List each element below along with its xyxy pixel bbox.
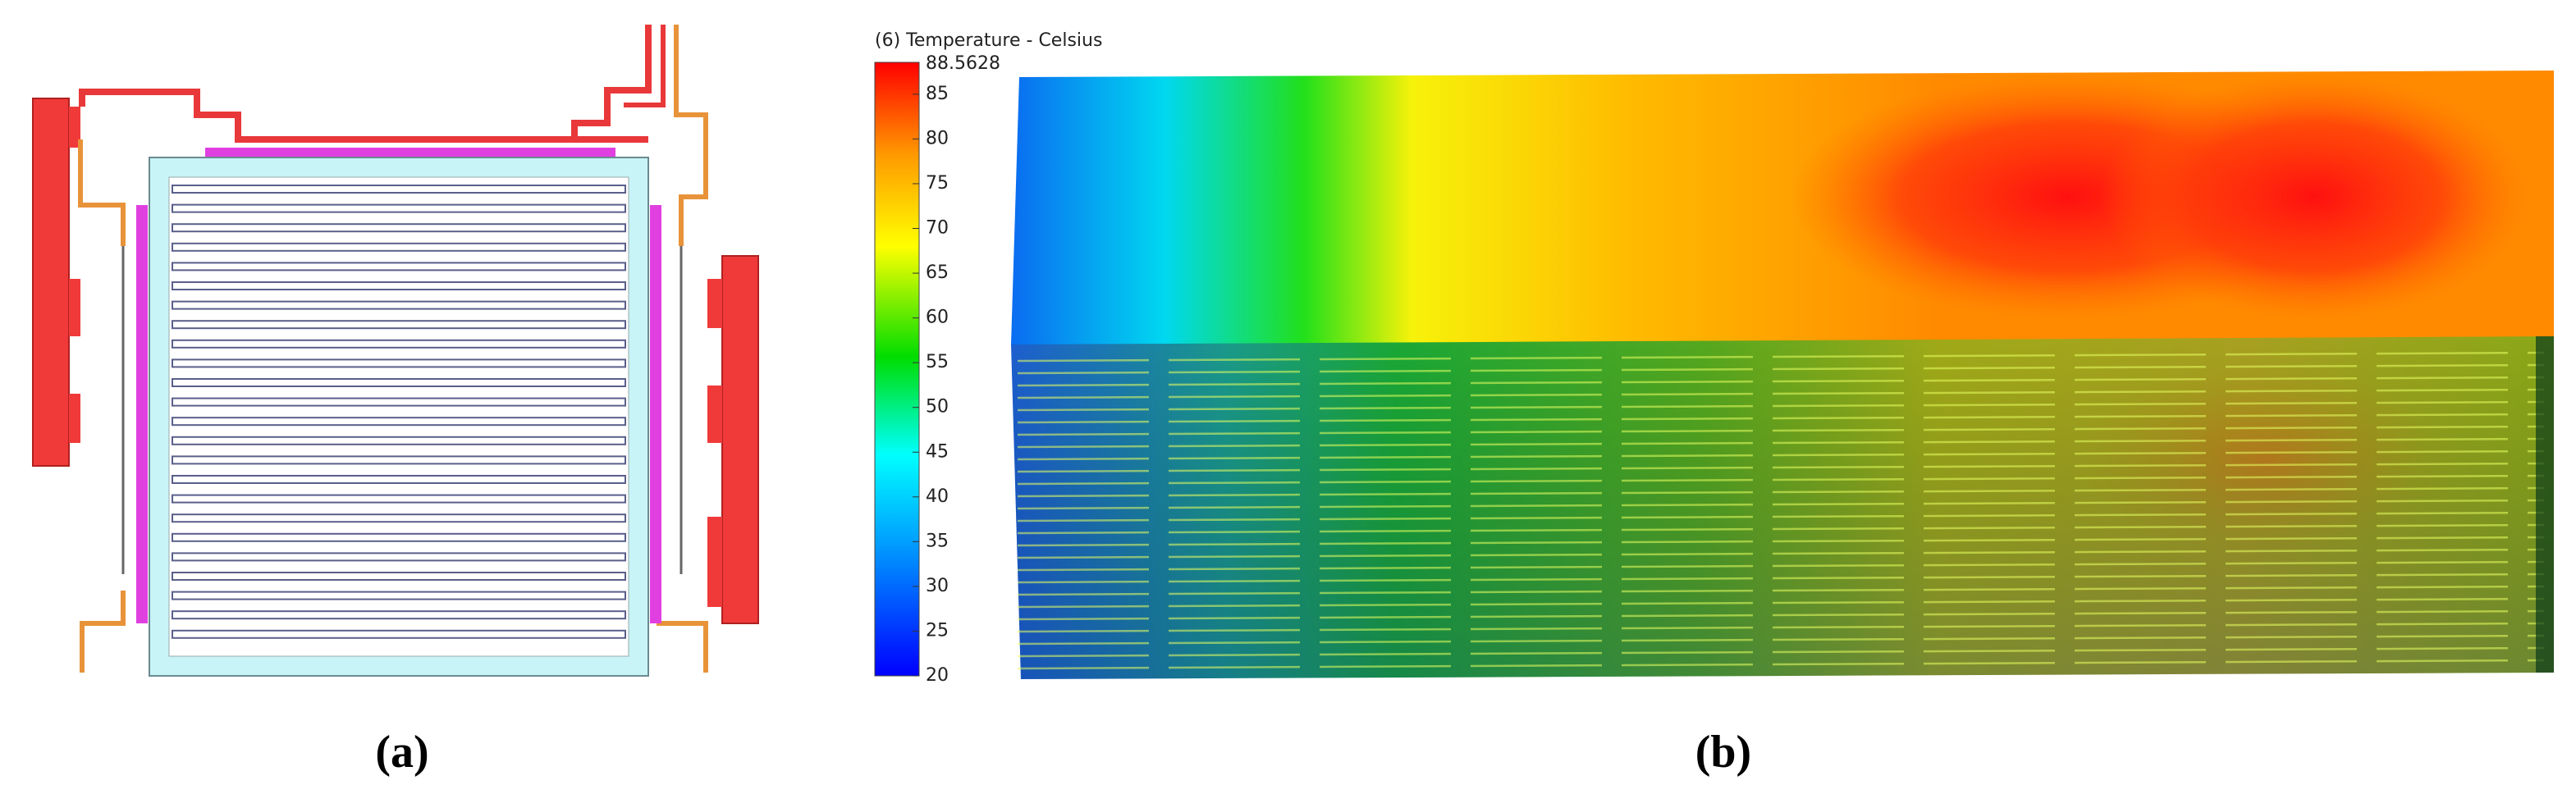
stripe	[1017, 609, 2545, 621]
colorbar-tick-label: 80	[926, 128, 949, 148]
colorbar-tick-label: 30	[926, 576, 949, 596]
plate	[172, 358, 626, 368]
stripe	[1017, 573, 2545, 584]
colorbar-tick-label: 40	[926, 486, 949, 507]
plate	[172, 185, 626, 194]
plate	[172, 397, 626, 407]
stripe	[1017, 437, 2545, 449]
stripe	[1017, 400, 2545, 412]
stripe	[1017, 659, 2545, 670]
plate	[172, 513, 626, 523]
plate	[172, 552, 626, 562]
colorbar-tick-label: 60	[926, 308, 949, 328]
stripe	[1017, 548, 2545, 559]
plate	[172, 591, 626, 600]
panel-label: (b)	[1695, 727, 1751, 778]
stripe	[1017, 523, 2545, 535]
stripe	[1017, 376, 2545, 387]
stripe	[1017, 585, 2545, 596]
colorbar-max-label: 88.5628	[926, 53, 1000, 74]
colorbar-tick-label: 75	[926, 173, 949, 194]
stripe	[1017, 511, 2545, 522]
plate	[172, 455, 626, 465]
plate	[172, 223, 626, 233]
plate	[172, 378, 626, 387]
stripe	[1017, 388, 2545, 399]
colorbar-tick-label: 85	[926, 84, 949, 104]
plate	[172, 320, 626, 330]
stripe	[1017, 351, 2545, 363]
plate	[172, 300, 626, 310]
stripe	[1017, 622, 2545, 633]
plate	[172, 242, 626, 252]
colorbar-tick-label: 50	[926, 397, 949, 417]
plate	[172, 203, 626, 213]
plate	[172, 610, 626, 620]
stripe	[1017, 486, 2545, 498]
stripe	[1017, 425, 2545, 436]
stripe	[1017, 474, 2545, 486]
stripe	[1017, 560, 2545, 572]
colorbar-tick-label: 70	[926, 218, 949, 239]
plate	[172, 436, 626, 445]
plate	[172, 417, 626, 427]
stripe	[1017, 413, 2545, 424]
stripe	[1017, 597, 2545, 609]
plate	[172, 572, 626, 581]
plate	[172, 339, 626, 349]
plate	[172, 494, 626, 504]
colorbar-tick-label: 20	[926, 665, 949, 686]
colorbar-tick-label: 35	[926, 531, 949, 551]
stripe	[1017, 646, 2545, 658]
colorbar-tick-label: 55	[926, 352, 949, 372]
plate	[172, 281, 626, 290]
panel-a-drawing	[32, 25, 759, 677]
colorbar-tick-label: 45	[926, 441, 949, 462]
stripe	[1017, 363, 2545, 375]
colorbar-title: (6) Temperature - Celsius	[875, 30, 1102, 51]
stripe	[1017, 634, 2545, 646]
colorbar-tick-label: 65	[926, 262, 949, 283]
stripe	[1017, 499, 2545, 510]
plate	[172, 532, 626, 542]
colorbar	[874, 62, 920, 677]
plate	[172, 475, 626, 484]
stripe	[1017, 536, 2545, 547]
thermal-contour	[1011, 71, 2554, 679]
stripe	[1017, 449, 2545, 461]
plate	[172, 629, 626, 639]
colorbar-tick-label: 25	[926, 620, 949, 641]
plate	[172, 262, 626, 271]
stripe	[1017, 462, 2545, 473]
panel-label: (a)	[375, 727, 428, 778]
